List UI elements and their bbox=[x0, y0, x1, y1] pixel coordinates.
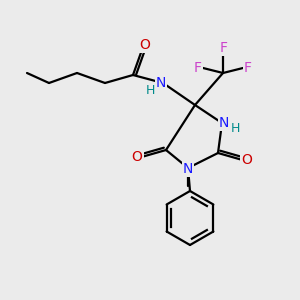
Text: F: F bbox=[194, 61, 202, 75]
Text: N: N bbox=[183, 162, 193, 176]
Text: H: H bbox=[145, 83, 155, 97]
Text: N: N bbox=[156, 76, 166, 90]
Text: F: F bbox=[244, 61, 252, 75]
Text: F: F bbox=[220, 41, 228, 55]
Text: O: O bbox=[140, 38, 150, 52]
Text: O: O bbox=[132, 150, 142, 164]
Text: O: O bbox=[242, 153, 252, 167]
Text: N: N bbox=[219, 116, 229, 130]
Text: H: H bbox=[230, 122, 240, 136]
